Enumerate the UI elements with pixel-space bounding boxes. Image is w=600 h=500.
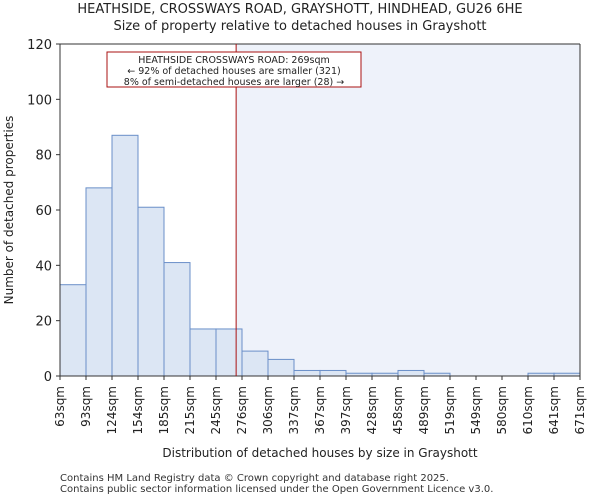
y-tick-label: 100: [27, 93, 52, 108]
footer-licence: Contains public sector information licen…: [60, 484, 494, 495]
x-tick-label: 93sqm: [79, 386, 93, 427]
x-tick-label: 671sqm: [573, 386, 587, 434]
x-tick-label: 489sqm: [417, 386, 431, 434]
y-tick-label: 80: [35, 149, 52, 164]
histogram-bar: [163, 262, 191, 377]
histogram-bar: [189, 328, 217, 377]
x-tick-label: 124sqm: [105, 386, 119, 434]
x-tick-label: 245sqm: [209, 386, 223, 434]
x-tick-label: 367sqm: [313, 386, 327, 434]
x-tick-label: 215sqm: [183, 386, 197, 434]
annotation-line-3: 8% of semi-detached houses are larger (2…: [124, 77, 344, 88]
x-tick-label: 185sqm: [157, 386, 171, 434]
histogram-bar: [267, 358, 295, 377]
annotation-line-1: HEATHSIDE CROSSWAYS ROAD: 269sqm: [138, 55, 330, 66]
x-tick-label: 580sqm: [495, 386, 509, 434]
annotation-box: [106, 51, 362, 88]
larger-region-shade: [236, 44, 580, 376]
y-tick-label: 120: [27, 38, 52, 53]
histogram-bar: [319, 369, 347, 377]
histogram-bar: [137, 206, 165, 377]
histogram-bar: [397, 369, 425, 377]
x-axis-title: Distribution of detached houses by size …: [162, 446, 477, 460]
x-tick-label: 337sqm: [287, 386, 301, 434]
histogram-bar: [59, 284, 87, 377]
y-tick-label: 0: [44, 370, 52, 385]
histogram-bar: [293, 369, 321, 377]
chart-subtitle: Size of property relative to detached ho…: [113, 19, 487, 34]
y-tick-label: 20: [35, 315, 52, 330]
x-tick-label: 154sqm: [131, 386, 145, 434]
annotation-line-2: ← 92% of detached houses are smaller (32…: [127, 66, 340, 77]
histogram-bar: [215, 328, 243, 377]
x-tick-label: 428sqm: [365, 386, 379, 434]
x-tick-label: 397sqm: [339, 386, 353, 434]
x-tick-label: 63sqm: [53, 386, 67, 427]
histogram-bar: [85, 187, 113, 377]
histogram-bar: [111, 134, 139, 377]
x-tick-label: 641sqm: [547, 386, 561, 434]
x-tick-label: 458sqm: [391, 386, 405, 434]
y-tick-label: 40: [35, 259, 52, 274]
chart-title: HEATHSIDE, CROSSWAYS ROAD, GRAYSHOTT, HI…: [77, 2, 523, 17]
x-tick-label: 276sqm: [235, 386, 249, 434]
x-tick-label: 610sqm: [521, 386, 535, 434]
x-tick-label: 549sqm: [469, 386, 483, 434]
y-tick-label: 60: [35, 204, 52, 219]
x-tick-label: 306sqm: [261, 386, 275, 434]
x-tick-label: 519sqm: [443, 386, 457, 434]
y-axis-title: Number of detached properties: [2, 116, 16, 305]
footer-copyright: Contains HM Land Registry data © Crown c…: [60, 473, 449, 484]
histogram-bar: [241, 350, 269, 377]
